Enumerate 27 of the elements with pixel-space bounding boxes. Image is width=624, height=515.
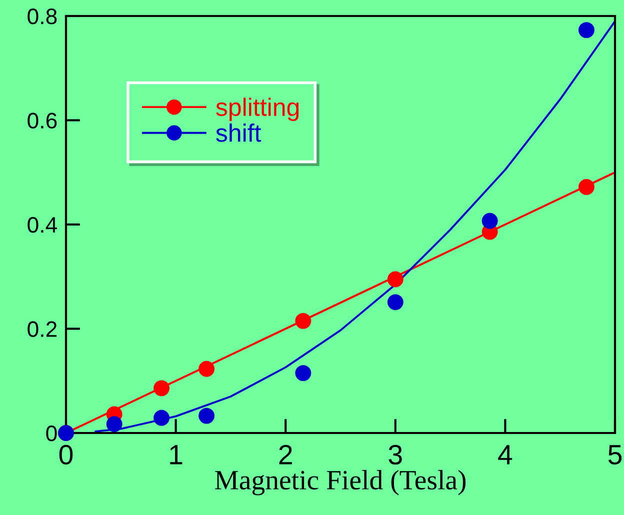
line-series (94, 20, 615, 432)
legend-label: shift (216, 124, 262, 142)
y-tick-label: 0.2 (28, 321, 57, 338)
y-tick-label: 0.8 (28, 8, 57, 24)
point (578, 178, 594, 195)
x-tick-label: 3 (388, 444, 402, 465)
point (578, 22, 594, 38)
y-tick-label: 0 (46, 426, 57, 442)
y-tick-label: 0.6 (28, 112, 57, 129)
point (387, 294, 404, 310)
x-tick-label: 1 (170, 445, 182, 464)
point (387, 271, 404, 288)
point (198, 360, 215, 377)
legend-label: splitting (216, 98, 299, 122)
x-tick-label: 4 (498, 445, 512, 464)
point (154, 410, 170, 426)
x-tick-label: 5 (608, 445, 622, 465)
x-axis-title: Magnetic Field (Tesla) (214, 470, 466, 496)
point (106, 416, 122, 432)
point (295, 365, 312, 382)
point (154, 380, 170, 396)
point (198, 408, 215, 424)
x-tick-label: 2 (279, 444, 292, 464)
x-tick-label: 0 (59, 444, 73, 465)
point (295, 312, 312, 329)
y-tick-label: 0.4 (28, 217, 58, 233)
point (482, 212, 498, 229)
